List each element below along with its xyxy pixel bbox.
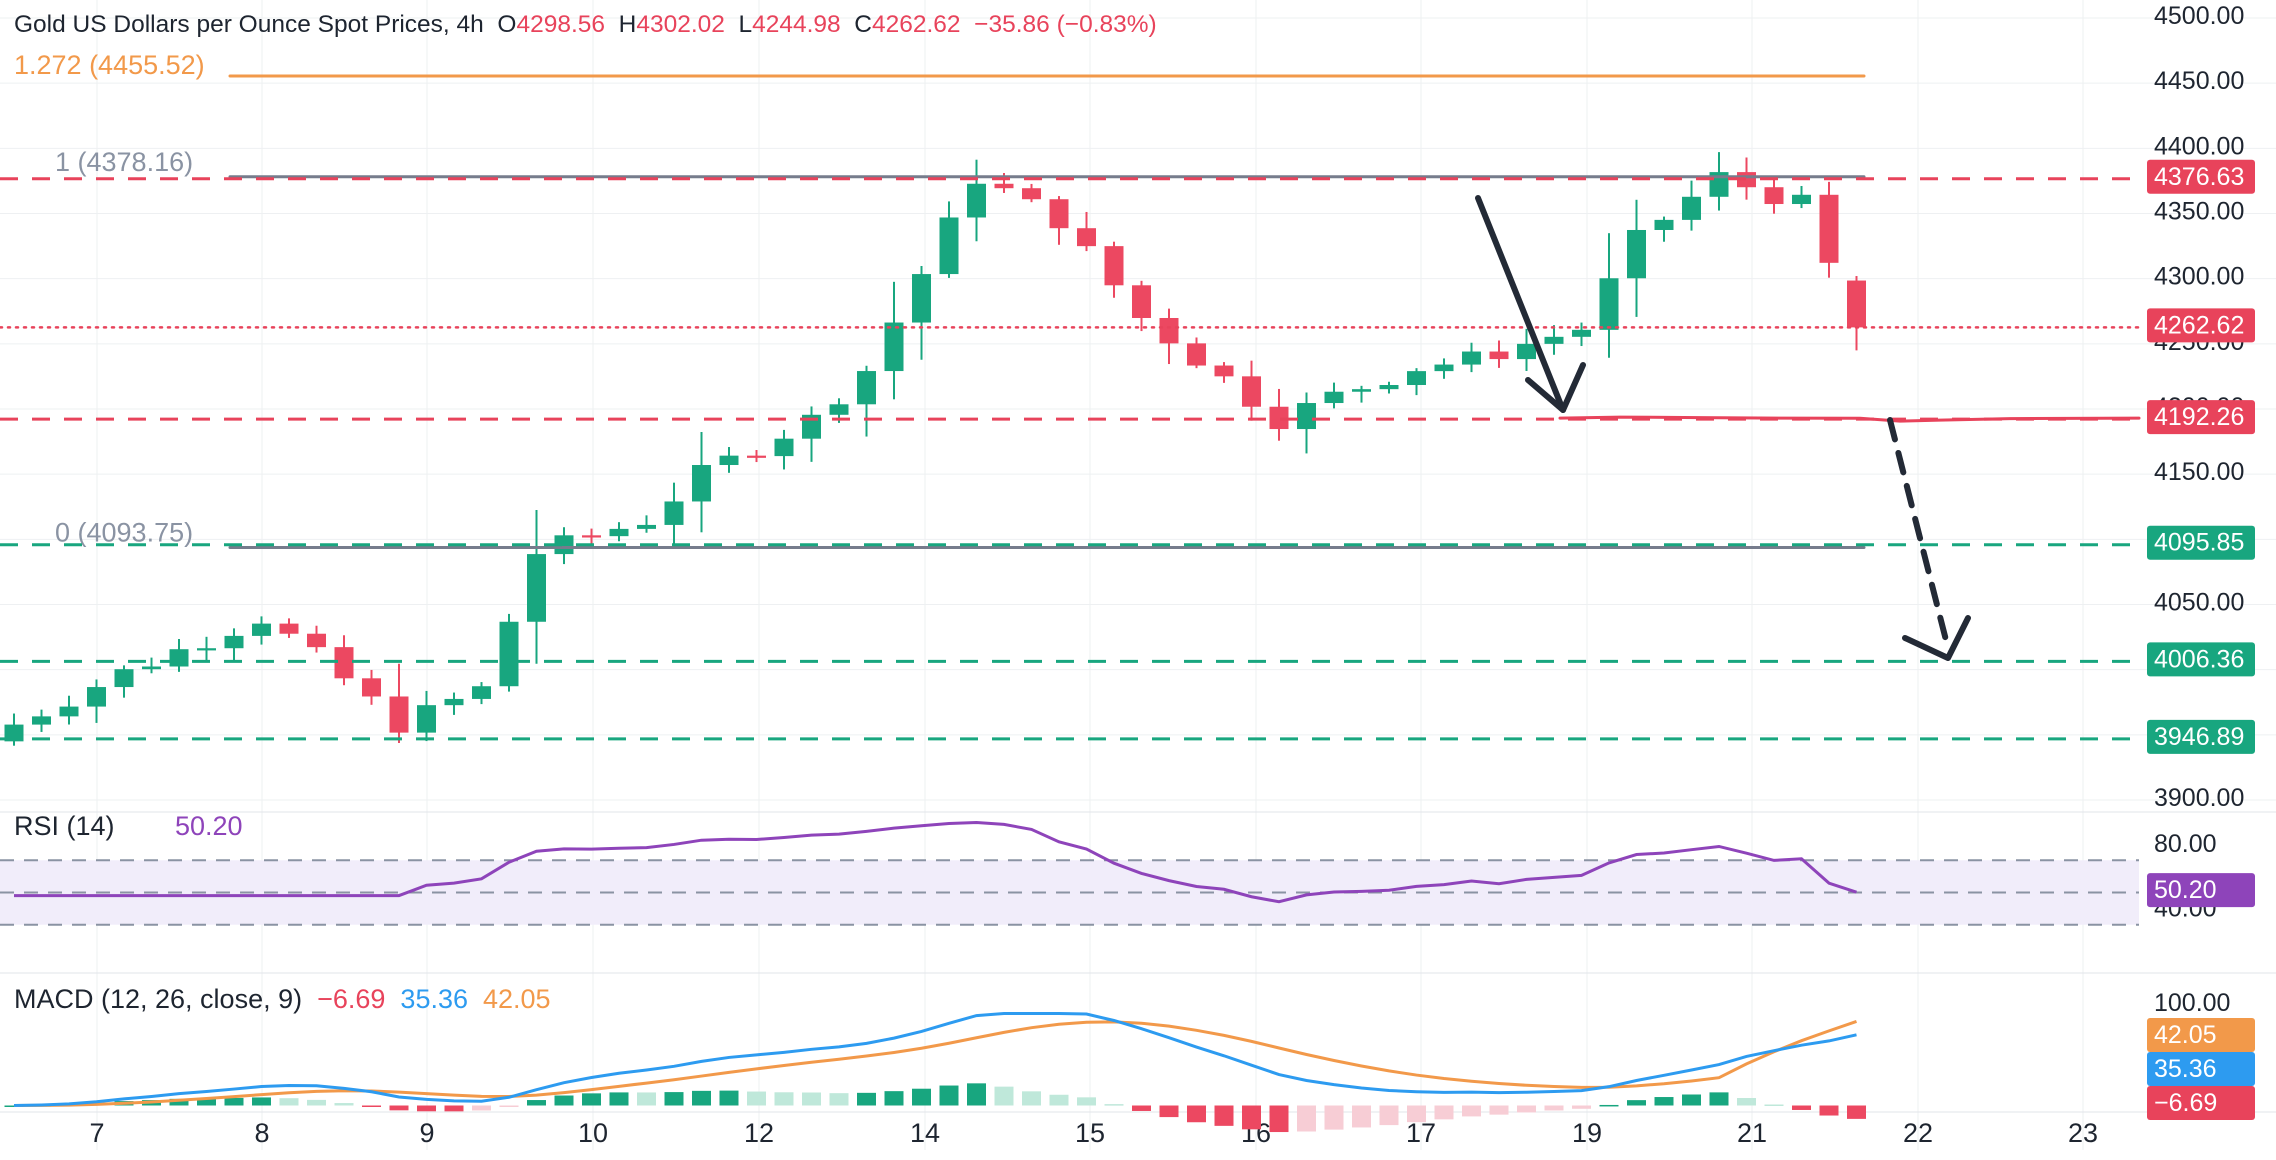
svg-text:9: 9 [419,1118,434,1148]
svg-text:23: 23 [2068,1118,2098,1148]
svg-text:1.272 (4455.52): 1.272 (4455.52) [14,50,205,80]
svg-text:−35.86 (−0.83%): −35.86 (−0.83%) [974,11,1157,38]
svg-text:0 (4093.75): 0 (4093.75) [55,517,193,547]
svg-text:4262.62: 4262.62 [872,11,961,38]
svg-text:4150.00: 4150.00 [2154,458,2244,486]
svg-text:4262.62: 4262.62 [2154,311,2244,339]
svg-text:12: 12 [744,1118,774,1148]
svg-text:4450.00: 4450.00 [2154,67,2244,95]
svg-text:1 (4378.16): 1 (4378.16) [55,147,193,177]
svg-text:80.00: 80.00 [2154,830,2217,858]
svg-text:8: 8 [254,1118,269,1148]
svg-text:4192.26: 4192.26 [2154,403,2244,431]
svg-text:4006.36: 4006.36 [2154,645,2244,673]
svg-text:O: O [497,11,516,38]
svg-text:50.20: 50.20 [2154,876,2217,904]
svg-text:Gold US Dollars per Ounce Spot: Gold US Dollars per Ounce Spot Prices, 4… [14,11,484,38]
svg-text:4298.56: 4298.56 [516,11,605,38]
svg-text:22: 22 [1903,1118,1933,1148]
svg-text:100.00: 100.00 [2154,989,2230,1017]
svg-text:C: C [854,11,872,38]
svg-text:−6.69: −6.69 [317,984,385,1014]
svg-text:MACD (12, 26, close, 9): MACD (12, 26, close, 9) [14,984,302,1014]
svg-text:10: 10 [578,1118,608,1148]
svg-text:4500.00: 4500.00 [2154,2,2244,30]
svg-text:4350.00: 4350.00 [2154,198,2244,226]
svg-text:42.05: 42.05 [483,984,551,1014]
svg-text:4400.00: 4400.00 [2154,132,2244,160]
svg-text:3900.00: 3900.00 [2154,784,2244,812]
svg-text:50.20: 50.20 [175,811,243,841]
svg-text:21: 21 [1737,1118,1767,1148]
svg-text:17: 17 [1406,1118,1436,1148]
svg-text:3946.89: 3946.89 [2154,723,2244,751]
svg-text:35.36: 35.36 [400,984,468,1014]
svg-text:15: 15 [1075,1118,1105,1148]
svg-text:4050.00: 4050.00 [2154,589,2244,617]
svg-text:19: 19 [1572,1118,1602,1148]
svg-text:4302.02: 4302.02 [636,11,725,38]
svg-text:4095.85: 4095.85 [2154,529,2244,557]
svg-text:7: 7 [89,1118,104,1148]
svg-text:H: H [619,11,637,38]
svg-text:35.36: 35.36 [2154,1055,2217,1083]
svg-text:−6.69: −6.69 [2154,1089,2217,1117]
svg-text:4300.00: 4300.00 [2154,263,2244,291]
svg-text:4244.98: 4244.98 [752,11,841,38]
svg-text:RSI (14): RSI (14) [14,811,115,841]
svg-text:14: 14 [910,1118,940,1148]
svg-text:L: L [739,11,753,38]
svg-text:4376.63: 4376.63 [2154,163,2244,191]
svg-text:42.05: 42.05 [2154,1021,2217,1049]
